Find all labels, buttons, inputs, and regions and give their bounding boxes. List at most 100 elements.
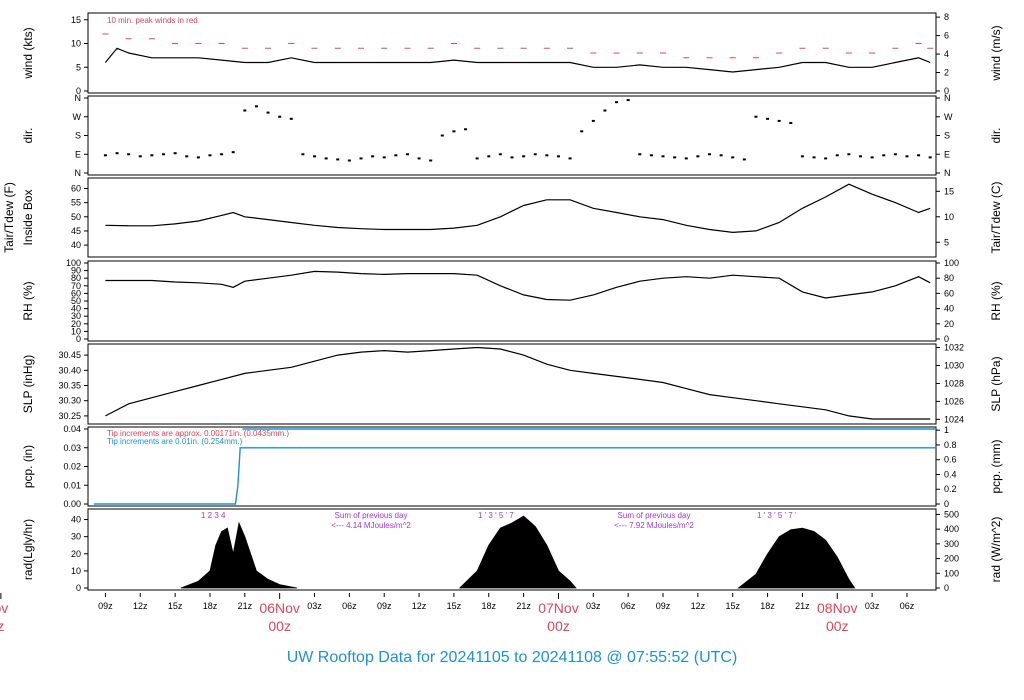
time-tick-label: 03z	[586, 601, 601, 611]
rh-left-tick-label: 100	[66, 258, 81, 268]
rad-sum2-title: Sum of previous day	[618, 511, 691, 520]
time-tick-label: 03z	[307, 601, 322, 611]
wind-peak-note: 10 min. peak winds in red	[107, 16, 198, 25]
temp-left-axis-label: Tair/Tdew (F)	[2, 182, 16, 253]
rad-left-tick-label: 0	[76, 583, 81, 593]
rh-left-tick-label: 20	[71, 319, 81, 329]
slp-right-tick-label: 1032	[944, 343, 964, 353]
rad-markers-day1: 1 2 3 4	[201, 511, 226, 520]
slp-right-tick-label: 1024	[944, 414, 964, 424]
time-tick-label: 15z	[447, 601, 462, 611]
dir-point	[452, 130, 456, 133]
dir-point	[777, 119, 781, 122]
dir-point	[893, 153, 897, 156]
dir-point	[394, 154, 398, 157]
dir-point	[510, 156, 514, 159]
dir-point	[556, 155, 560, 158]
time-tick-label: 18z	[482, 601, 497, 611]
rad-area-day-2	[458, 515, 577, 589]
wind-right-tick-label: 0	[944, 86, 949, 96]
dir-point	[487, 155, 491, 158]
pcp-right-axis-label: pcp. (mm)	[989, 439, 1003, 493]
rad-right-tick-label: 400	[944, 524, 959, 534]
dir-point	[580, 130, 584, 133]
temp-left-tick-label: 55	[71, 198, 81, 208]
dir-point	[336, 158, 340, 161]
dir-point	[533, 153, 537, 156]
dir-point	[266, 111, 270, 114]
dir-point	[858, 155, 862, 158]
dir-point	[661, 155, 665, 158]
pcp-note-tip: Tip increments are 0.01in. (0.254mm.)	[107, 437, 243, 446]
rh-left-axis-label: RH (%)	[21, 281, 35, 320]
wind-right-tick-label: 4	[944, 49, 949, 59]
dir-point	[208, 154, 212, 157]
dir-point	[603, 109, 607, 112]
dir-point	[870, 156, 874, 159]
dir-point	[719, 154, 723, 157]
rad-right-tick-label: 300	[944, 539, 959, 549]
temp-inside-box-label: Inside Box	[21, 189, 35, 245]
dir-point	[289, 117, 293, 120]
pcp-left-tick-label: 0.04	[63, 424, 81, 434]
rh-left-tick-label: 50	[71, 296, 81, 306]
day-label: ov	[0, 600, 8, 616]
dir-right-tick-label: N	[944, 168, 951, 178]
temp-left-tick-label: 40	[71, 240, 81, 250]
rh-right-tick-label: 40	[944, 304, 954, 314]
slp-left-tick-label: 30.40	[58, 365, 81, 375]
dir-right-tick-label: N	[944, 93, 951, 103]
dir-point	[626, 99, 630, 102]
rad-right-tick-label: 500	[944, 509, 959, 519]
time-axis: 09z 12z 15z 18z 21z 03z 06z 09z 12z 15z 18z 21z 03z 0…	[0, 593, 915, 634]
dir-point	[475, 157, 479, 160]
dir-point	[707, 153, 711, 156]
dir-point	[545, 154, 549, 157]
wind-speed-line	[104, 47, 931, 73]
dir-right-axis-label: dir.	[989, 127, 1003, 143]
dir-point	[754, 115, 758, 118]
dir-point	[231, 151, 235, 154]
dir-point	[800, 155, 804, 158]
dir-point	[684, 157, 688, 160]
dir-point	[591, 119, 595, 122]
pcp-left-tick-label: 0.02	[63, 462, 81, 472]
wind-left-tick-label: 0	[76, 86, 81, 96]
rh-left-tick-label: 40	[71, 304, 81, 314]
time-tick-label: 15z	[168, 601, 183, 611]
dir-point	[766, 117, 770, 120]
rh-right-tick-label: 100	[944, 258, 959, 268]
precip-tip-line	[93, 447, 936, 505]
rad-right-tick-label: 200	[944, 554, 959, 564]
dir-right-tick-label: W	[944, 112, 953, 122]
dir-point	[196, 156, 200, 159]
dir-point	[254, 105, 258, 108]
dir-point	[731, 156, 735, 159]
dir-point	[405, 153, 409, 156]
dir-point	[824, 157, 828, 160]
pcp-right-tick-label: 0.2	[944, 484, 957, 494]
dir-point	[150, 154, 154, 157]
slp-frame	[87, 343, 937, 425]
dir-right-tick-label: E	[944, 149, 950, 159]
dir-point	[138, 155, 142, 158]
rad-right-tick-label: 0	[944, 583, 949, 593]
wind-left-tick-label: 10	[71, 39, 81, 49]
dir-left-tick-label: S	[75, 131, 81, 141]
dir-point	[243, 109, 247, 112]
temp-right-tick-label: 5	[944, 237, 949, 247]
dir-left-tick-label: W	[73, 112, 82, 122]
rad-markers-day2: 1 ' 3 ' 5 ' 7	[478, 511, 514, 520]
wind-right-axis-label: wind (m/s)	[989, 25, 1003, 81]
temp-frame	[87, 177, 937, 258]
dir-point	[638, 153, 642, 156]
dir-point	[127, 153, 131, 156]
time-tick-label: 09z	[377, 601, 392, 611]
time-tick-label: 12z	[412, 601, 427, 611]
pcp-right-tick-label: 0.8	[944, 440, 957, 450]
pcp-right-tick-label: 1	[944, 425, 949, 435]
rad-left-tick-label: 20	[71, 549, 81, 559]
rh-left-tick-label: 0	[76, 334, 81, 344]
dir-point	[789, 122, 793, 124]
